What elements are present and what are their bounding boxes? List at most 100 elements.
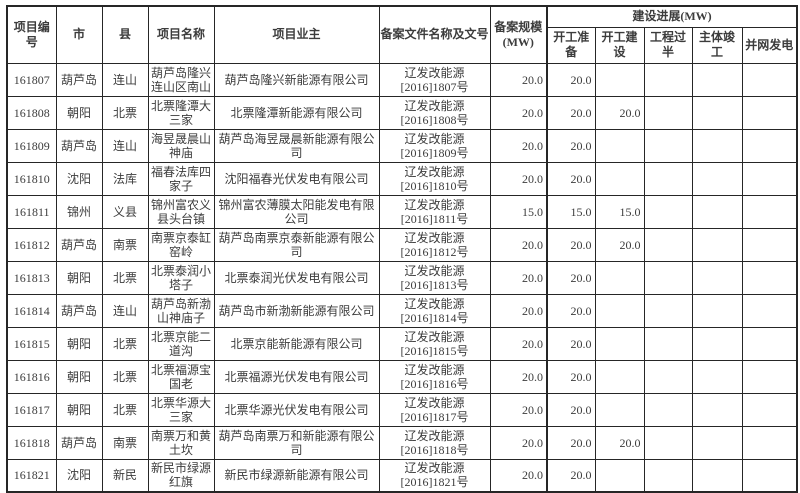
table-header: 项目编号 市 县 项目名称 项目业主 备案文件名称及文号 备案规模(MW) 建设… [6,5,798,64]
cell-project-name: 海昱晟晨山神庙 [147,128,215,163]
cell-progress-construction: 20.0 [594,227,645,262]
cell-filing-scale: 15.0 [489,194,548,229]
cell-county: 南票 [101,425,149,460]
cell-progress-prep: 20.0 [546,260,596,295]
cell-filing-scale: 20.0 [489,128,548,163]
cell-progress-construction [594,128,645,163]
col-header-progress-group: 建设进展(MW) [545,5,798,28]
cell-project-id: 161817 [6,392,57,427]
cell-filing-doc: 辽发改能源 [2016]1817号 [378,392,491,427]
cell-progress-main-complete [691,425,743,460]
cell-progress-main-complete [691,62,743,97]
cell-progress-construction [594,293,645,328]
cell-progress-construction: 20.0 [594,425,645,460]
cell-progress-prep: 20.0 [546,62,596,97]
cell-owner: 葫芦岛隆兴新能源有限公司 [213,62,380,97]
cell-filing-doc: 辽发改能源 [2016]1816号 [378,359,491,394]
cell-progress-prep: 20.0 [546,95,596,130]
cell-filing-doc: 辽发改能源 [2016]1807号 [378,62,491,97]
cell-progress-construction [594,260,645,295]
cell-county: 义县 [101,194,149,229]
cell-progress-construction [594,458,645,493]
cell-progress-main-complete [691,326,743,361]
table-row: 161809 葫芦岛 连山 海昱晟晨山神庙 葫芦岛海昱晟晨新能源有限公司 辽发改能源 [20… [6,128,798,163]
cell-owner: 葫芦岛南票万和新能源有限公司 [213,425,380,460]
cell-project-id: 161818 [6,425,57,460]
cell-city: 葫芦岛 [55,293,103,328]
cell-progress-half [643,326,693,361]
cell-progress-half [643,95,693,130]
cell-project-id: 161807 [6,62,57,97]
table-row: 161817 朝阳 北票 北票华源大三家 北票华源光伏发电有限公司 辽发改能源 [2016]… [6,392,798,427]
cell-project-name: 南票京泰缸窑岭 [147,227,215,262]
cell-project-name: 葫芦岛隆兴连山区南山 [147,62,215,97]
cell-city: 沈阳 [55,458,103,493]
cell-county: 连山 [101,128,149,163]
cell-filing-doc: 辽发改能源 [2016]1813号 [378,260,491,295]
cell-progress-half [643,458,693,493]
cell-progress-prep: 20.0 [546,392,596,427]
table-row: 161815 朝阳 北票 北票京能二道沟 北票京能新能源有限公司 辽发改能源 [2016]1… [6,326,798,361]
cell-county: 北票 [101,326,149,361]
cell-progress-half [643,260,693,295]
cell-project-id: 161812 [6,227,57,262]
cell-county: 新民 [101,458,149,493]
cell-city: 沈阳 [55,161,103,196]
col-header-progress-half: 工程过半 [643,26,693,64]
cell-progress-main-complete [691,359,743,394]
cell-owner: 北票隆潭新能源有限公司 [213,95,380,130]
cell-project-id: 161809 [6,128,57,163]
cell-progress-grid [741,62,798,97]
cell-progress-prep: 20.0 [546,227,596,262]
cell-progress-prep: 15.0 [546,194,596,229]
cell-project-id: 161813 [6,260,57,295]
cell-progress-prep: 20.0 [546,458,596,493]
cell-filing-doc: 辽发改能源 [2016]1810号 [378,161,491,196]
cell-progress-prep: 20.0 [546,326,596,361]
cell-project-name: 新民市绿源红旗 [147,458,215,493]
cell-progress-grid [741,293,798,328]
table-row: 161807 葫芦岛 连山 葫芦岛隆兴连山区南山 葫芦岛隆兴新能源有限公司 辽发改能源 [2… [6,62,798,97]
col-header-project-name: 项目名称 [147,5,215,64]
cell-owner: 葫芦岛市新渤新能源有限公司 [213,293,380,328]
cell-owner: 北票福源光伏发电有限公司 [213,359,380,394]
cell-project-id: 161810 [6,161,57,196]
cell-city: 葫芦岛 [55,128,103,163]
cell-owner: 锦州富农薄膜太阳能发电有限公司 [213,194,380,229]
cell-progress-main-complete [691,260,743,295]
cell-owner: 葫芦岛海昱晟晨新能源有限公司 [213,128,380,163]
cell-progress-half [643,425,693,460]
col-header-progress-prep: 开工准备 [546,26,596,64]
cell-progress-grid [741,260,798,295]
cell-county: 连山 [101,62,149,97]
header-row-group: 项目编号 市 县 项目名称 项目业主 备案文件名称及文号 备案规模(MW) 建设… [6,5,798,64]
col-header-filing-scale: 备案规模(MW) [489,5,548,64]
cell-progress-prep: 20.0 [546,425,596,460]
header-row-sub: 开工准备 开工建设 工程过半 主体竣工 并网发电 [7,26,798,64]
cell-progress-prep: 20.0 [546,293,596,328]
cell-filing-scale: 20.0 [489,260,548,295]
cell-project-id: 161821 [6,458,57,493]
cell-progress-main-complete [691,95,743,130]
cell-progress-half [643,227,693,262]
cell-city: 朝阳 [55,392,103,427]
cell-progress-half [643,161,693,196]
cell-filing-doc: 辽发改能源 [2016]1814号 [378,293,491,328]
cell-filing-scale: 20.0 [489,293,548,328]
cell-progress-construction: 20.0 [594,95,645,130]
cell-progress-construction [594,161,645,196]
cell-project-name: 福春法库四家子 [147,161,215,196]
cell-project-id: 161815 [6,326,57,361]
cell-filing-doc: 辽发改能源 [2016]1808号 [378,95,491,130]
cell-progress-grid [741,458,798,493]
cell-filing-scale: 20.0 [489,392,548,427]
cell-project-name: 北票隆潭大三家 [147,95,215,130]
cell-progress-grid [741,128,798,163]
cell-progress-construction [594,62,645,97]
cell-project-name: 南票万和黄土坎 [147,425,215,460]
col-header-progress-main-complete: 主体竣工 [691,26,743,64]
cell-progress-grid [741,95,798,130]
cell-progress-half [643,359,693,394]
cell-progress-construction [594,392,645,427]
cell-city: 葫芦岛 [55,227,103,262]
